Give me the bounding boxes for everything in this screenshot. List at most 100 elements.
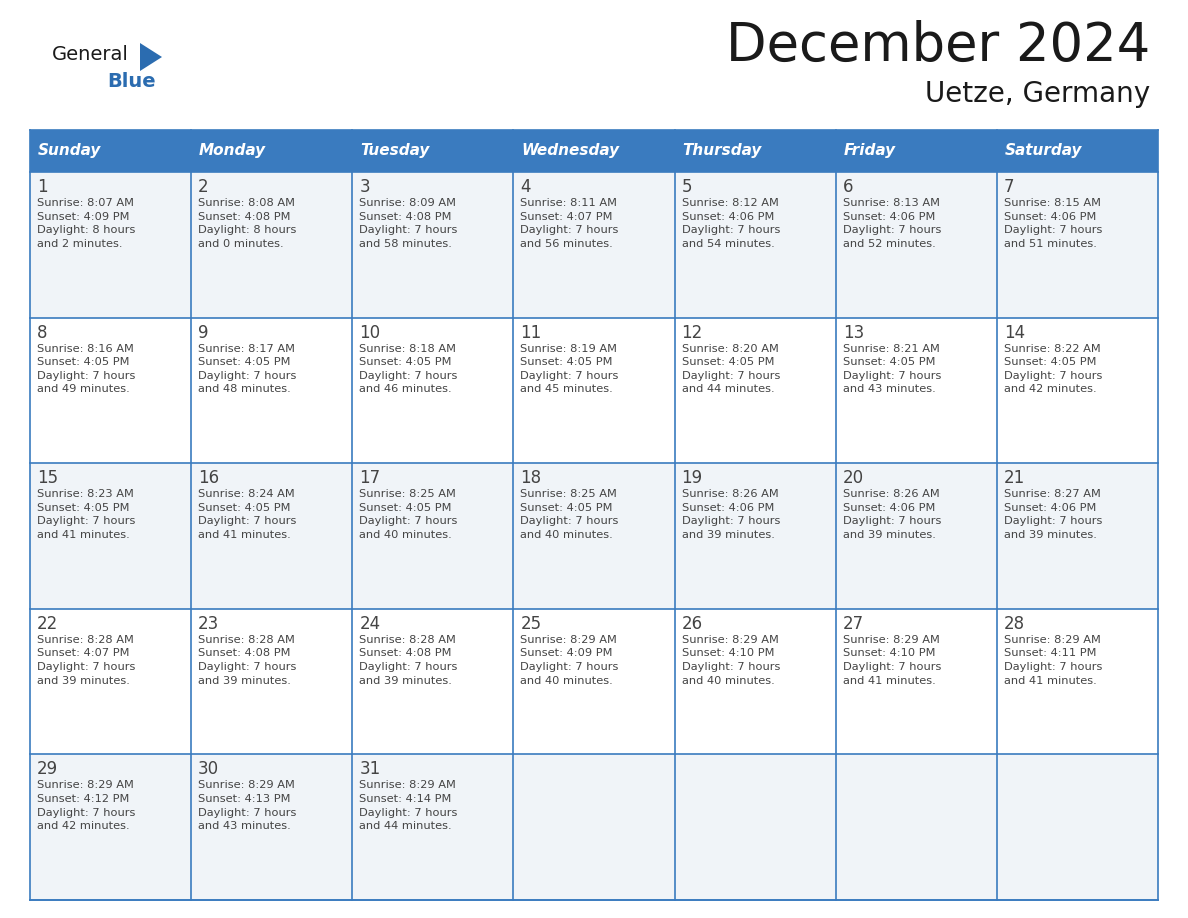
Text: Sunrise: 8:24 AM
Sunset: 4:05 PM
Daylight: 7 hours
and 41 minutes.: Sunrise: 8:24 AM Sunset: 4:05 PM Dayligh…	[198, 489, 297, 540]
Text: 24: 24	[359, 615, 380, 633]
Text: 29: 29	[37, 760, 58, 778]
Bar	[513, 755, 675, 900]
Text: 21: 21	[1004, 469, 1025, 487]
Text: Sunrise: 8:29 AM
Sunset: 4:11 PM
Daylight: 7 hours
and 41 minutes.: Sunrise: 8:29 AM Sunset: 4:11 PM Dayligh…	[1004, 635, 1102, 686]
Text: 30: 30	[198, 760, 220, 778]
Text: 28: 28	[1004, 615, 1025, 633]
Text: 16: 16	[198, 469, 220, 487]
Text: December 2024: December 2024	[726, 20, 1150, 72]
Text: Wednesday: Wednesday	[522, 143, 620, 159]
Text: Tuesday: Tuesday	[360, 143, 430, 159]
Bar	[353, 609, 513, 755]
Text: 17: 17	[359, 469, 380, 487]
Bar	[513, 318, 675, 464]
Text: Sunrise: 8:29 AM
Sunset: 4:13 PM
Daylight: 7 hours
and 43 minutes.: Sunrise: 8:29 AM Sunset: 4:13 PM Dayligh…	[198, 780, 297, 831]
Text: 18: 18	[520, 469, 542, 487]
Bar	[997, 130, 1158, 172]
Text: Monday: Monday	[200, 143, 266, 159]
Bar	[835, 172, 997, 318]
Text: 20: 20	[842, 469, 864, 487]
Bar	[997, 318, 1158, 464]
Text: Sunrise: 8:09 AM
Sunset: 4:08 PM
Daylight: 7 hours
and 58 minutes.: Sunrise: 8:09 AM Sunset: 4:08 PM Dayligh…	[359, 198, 457, 249]
Text: Sunrise: 8:11 AM
Sunset: 4:07 PM
Daylight: 7 hours
and 56 minutes.: Sunrise: 8:11 AM Sunset: 4:07 PM Dayligh…	[520, 198, 619, 249]
Text: Sunrise: 8:28 AM
Sunset: 4:08 PM
Daylight: 7 hours
and 39 minutes.: Sunrise: 8:28 AM Sunset: 4:08 PM Dayligh…	[359, 635, 457, 686]
Bar	[675, 464, 835, 609]
Text: 14: 14	[1004, 324, 1025, 341]
Polygon shape	[140, 43, 162, 71]
Text: Sunrise: 8:15 AM
Sunset: 4:06 PM
Daylight: 7 hours
and 51 minutes.: Sunrise: 8:15 AM Sunset: 4:06 PM Dayligh…	[1004, 198, 1102, 249]
Bar	[675, 755, 835, 900]
Text: Saturday: Saturday	[1005, 143, 1082, 159]
Text: 9: 9	[198, 324, 209, 341]
Text: Sunrise: 8:16 AM
Sunset: 4:05 PM
Daylight: 7 hours
and 49 minutes.: Sunrise: 8:16 AM Sunset: 4:05 PM Dayligh…	[37, 343, 135, 395]
Text: 23: 23	[198, 615, 220, 633]
Text: Sunrise: 8:29 AM
Sunset: 4:10 PM
Daylight: 7 hours
and 40 minutes.: Sunrise: 8:29 AM Sunset: 4:10 PM Dayligh…	[682, 635, 781, 686]
Text: Friday: Friday	[843, 143, 896, 159]
Text: Sunrise: 8:28 AM
Sunset: 4:08 PM
Daylight: 7 hours
and 39 minutes.: Sunrise: 8:28 AM Sunset: 4:08 PM Dayligh…	[198, 635, 297, 686]
Text: Sunrise: 8:29 AM
Sunset: 4:14 PM
Daylight: 7 hours
and 44 minutes.: Sunrise: 8:29 AM Sunset: 4:14 PM Dayligh…	[359, 780, 457, 831]
Text: Sunrise: 8:23 AM
Sunset: 4:05 PM
Daylight: 7 hours
and 41 minutes.: Sunrise: 8:23 AM Sunset: 4:05 PM Dayligh…	[37, 489, 135, 540]
Bar	[835, 318, 997, 464]
Bar	[835, 130, 997, 172]
Text: 11: 11	[520, 324, 542, 341]
Bar	[675, 172, 835, 318]
Bar	[191, 172, 353, 318]
Text: Sunrise: 8:08 AM
Sunset: 4:08 PM
Daylight: 8 hours
and 0 minutes.: Sunrise: 8:08 AM Sunset: 4:08 PM Dayligh…	[198, 198, 297, 249]
Text: Sunrise: 8:13 AM
Sunset: 4:06 PM
Daylight: 7 hours
and 52 minutes.: Sunrise: 8:13 AM Sunset: 4:06 PM Dayligh…	[842, 198, 941, 249]
Text: 26: 26	[682, 615, 702, 633]
Text: Sunrise: 8:25 AM
Sunset: 4:05 PM
Daylight: 7 hours
and 40 minutes.: Sunrise: 8:25 AM Sunset: 4:05 PM Dayligh…	[520, 489, 619, 540]
Bar	[675, 318, 835, 464]
Bar	[191, 609, 353, 755]
Text: Uetze, Germany: Uetze, Germany	[925, 80, 1150, 108]
Bar	[191, 755, 353, 900]
Bar	[30, 464, 191, 609]
Text: 1: 1	[37, 178, 48, 196]
Bar	[835, 755, 997, 900]
Text: Sunrise: 8:18 AM
Sunset: 4:05 PM
Daylight: 7 hours
and 46 minutes.: Sunrise: 8:18 AM Sunset: 4:05 PM Dayligh…	[359, 343, 457, 395]
Text: Sunrise: 8:29 AM
Sunset: 4:09 PM
Daylight: 7 hours
and 40 minutes.: Sunrise: 8:29 AM Sunset: 4:09 PM Dayligh…	[520, 635, 619, 686]
Bar	[191, 130, 353, 172]
Bar	[353, 130, 513, 172]
Text: Sunrise: 8:07 AM
Sunset: 4:09 PM
Daylight: 8 hours
and 2 minutes.: Sunrise: 8:07 AM Sunset: 4:09 PM Dayligh…	[37, 198, 135, 249]
Text: Blue: Blue	[107, 72, 156, 91]
Bar	[835, 464, 997, 609]
Text: Sunrise: 8:21 AM
Sunset: 4:05 PM
Daylight: 7 hours
and 43 minutes.: Sunrise: 8:21 AM Sunset: 4:05 PM Dayligh…	[842, 343, 941, 395]
Bar	[353, 755, 513, 900]
Text: Sunrise: 8:12 AM
Sunset: 4:06 PM
Daylight: 7 hours
and 54 minutes.: Sunrise: 8:12 AM Sunset: 4:06 PM Dayligh…	[682, 198, 781, 249]
Bar	[513, 172, 675, 318]
Bar	[997, 755, 1158, 900]
Text: 22: 22	[37, 615, 58, 633]
Text: Thursday: Thursday	[683, 143, 762, 159]
Text: 12: 12	[682, 324, 703, 341]
Text: 6: 6	[842, 178, 853, 196]
Text: Sunrise: 8:28 AM
Sunset: 4:07 PM
Daylight: 7 hours
and 39 minutes.: Sunrise: 8:28 AM Sunset: 4:07 PM Dayligh…	[37, 635, 135, 686]
Bar	[513, 464, 675, 609]
Bar	[513, 609, 675, 755]
Text: 5: 5	[682, 178, 693, 196]
Bar	[353, 464, 513, 609]
Text: Sunrise: 8:26 AM
Sunset: 4:06 PM
Daylight: 7 hours
and 39 minutes.: Sunrise: 8:26 AM Sunset: 4:06 PM Dayligh…	[682, 489, 781, 540]
Text: 10: 10	[359, 324, 380, 341]
Bar	[353, 318, 513, 464]
Text: 8: 8	[37, 324, 48, 341]
Text: 13: 13	[842, 324, 864, 341]
Bar	[835, 609, 997, 755]
Text: 15: 15	[37, 469, 58, 487]
Text: 19: 19	[682, 469, 702, 487]
Text: Sunrise: 8:29 AM
Sunset: 4:10 PM
Daylight: 7 hours
and 41 minutes.: Sunrise: 8:29 AM Sunset: 4:10 PM Dayligh…	[842, 635, 941, 686]
Bar	[30, 130, 191, 172]
Bar	[191, 318, 353, 464]
Text: 7: 7	[1004, 178, 1015, 196]
Text: Sunrise: 8:26 AM
Sunset: 4:06 PM
Daylight: 7 hours
and 39 minutes.: Sunrise: 8:26 AM Sunset: 4:06 PM Dayligh…	[842, 489, 941, 540]
Bar	[675, 609, 835, 755]
Bar	[997, 172, 1158, 318]
Text: Sunrise: 8:17 AM
Sunset: 4:05 PM
Daylight: 7 hours
and 48 minutes.: Sunrise: 8:17 AM Sunset: 4:05 PM Dayligh…	[198, 343, 297, 395]
Bar	[30, 755, 191, 900]
Bar	[997, 464, 1158, 609]
Bar	[513, 130, 675, 172]
Text: 31: 31	[359, 760, 380, 778]
Text: Sunrise: 8:27 AM
Sunset: 4:06 PM
Daylight: 7 hours
and 39 minutes.: Sunrise: 8:27 AM Sunset: 4:06 PM Dayligh…	[1004, 489, 1102, 540]
Text: Sunrise: 8:19 AM
Sunset: 4:05 PM
Daylight: 7 hours
and 45 minutes.: Sunrise: 8:19 AM Sunset: 4:05 PM Dayligh…	[520, 343, 619, 395]
Text: 27: 27	[842, 615, 864, 633]
Text: 4: 4	[520, 178, 531, 196]
